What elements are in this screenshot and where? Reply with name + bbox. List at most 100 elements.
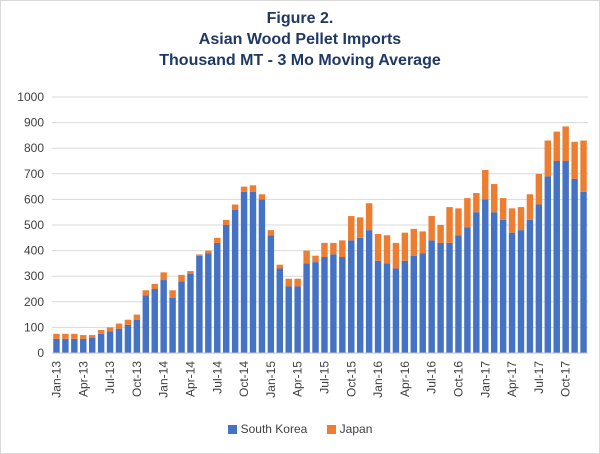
bar-south-korea-Feb-14: [169, 297, 176, 353]
bar-japan-Feb-14: [169, 290, 176, 298]
bar-south-korea-Nov-15: [356, 237, 364, 353]
bar-south-korea-Apr-17: [508, 232, 516, 353]
legend-label-south-korea: South Korea: [240, 422, 308, 436]
bar-south-korea-Jul-16: [428, 240, 435, 353]
bar-south-korea-Apr-14: [187, 273, 194, 353]
bar-south-korea-Jun-13: [97, 333, 105, 353]
bar-japan-Jan-17: [482, 169, 489, 200]
bar-south-korea-Sep-14: [231, 209, 239, 353]
bar-south-korea-Oct-14: [240, 191, 248, 353]
bar-south-korea-Aug-15: [330, 254, 337, 353]
x-tick-label-Apr-14: Apr-14: [183, 361, 197, 397]
y-tick-label-1000: 1000: [17, 90, 44, 104]
legend-label-japan: Japan: [339, 422, 373, 436]
bar-japan-Jul-14: [214, 237, 221, 243]
bar-south-korea-Oct-17: [562, 161, 569, 353]
bar-japan-Jun-15: [312, 255, 319, 263]
bar-japan-Oct-14: [240, 186, 248, 192]
bar-japan-Mar-14: [178, 274, 185, 282]
bar-south-korea-Dec-17: [580, 191, 587, 353]
bar-japan-Apr-14: [187, 271, 194, 274]
bar-japan-May-15: [303, 250, 310, 264]
bar-south-korea-Feb-13: [62, 338, 69, 353]
bar-japan-Jul-16: [428, 216, 435, 241]
bar-japan-Apr-16: [401, 232, 409, 261]
y-tick-label-0: 0: [37, 346, 44, 360]
bar-south-korea-Jan-16: [374, 260, 382, 353]
bar-japan-Dec-17: [580, 140, 587, 192]
bar-south-korea-Jun-15: [312, 262, 319, 353]
bar-japan-Jun-14: [205, 250, 212, 254]
bar-japan-Dec-16: [473, 193, 480, 213]
bar-japan-Nov-16: [464, 198, 471, 228]
bar-japan-Sep-17: [553, 131, 560, 161]
bar-south-korea-Dec-15: [365, 230, 373, 353]
legend-item-japan: Japan: [326, 422, 373, 436]
bar-japan-Mar-15: [285, 278, 292, 287]
bar-south-korea-Jul-14: [214, 242, 221, 353]
bar-japan-Aug-16: [437, 225, 444, 243]
bar-japan-Sep-14: [231, 204, 239, 210]
bar-japan-Nov-14: [249, 185, 257, 192]
chart-title-block: Figure 2. Asian Wood Pellet Imports Thou…: [0, 8, 600, 71]
bar-japan-Jan-14: [160, 272, 167, 281]
bar-south-korea-Oct-15: [348, 240, 355, 353]
bar-japan-Jan-16: [374, 233, 382, 261]
bar-south-korea-Jul-17: [535, 204, 543, 353]
bar-japan-Oct-13: [133, 314, 141, 320]
bar-south-korea-May-15: [303, 263, 310, 353]
bar-japan-Jun-17: [526, 194, 534, 220]
bar-south-korea-Jun-17: [526, 219, 534, 353]
bar-japan-Jun-16: [419, 231, 426, 254]
bar-japan-May-13: [88, 335, 96, 338]
bar-japan-Feb-15: [276, 264, 284, 269]
x-tick-label-Apr-17: Apr-17: [505, 361, 519, 397]
chart-title-line-1: Figure 2.: [266, 10, 334, 27]
x-tick-label-Jan-17: Jan-17: [478, 361, 492, 398]
bar-south-korea-Mar-13: [71, 338, 78, 353]
chart-title-line-3: Thousand MT - 3 Mo Moving Average: [159, 52, 441, 69]
bar-south-korea-Mar-17: [499, 219, 507, 353]
bar-japan-May-14: [196, 254, 203, 256]
bar-japan-Dec-13: [151, 283, 158, 289]
bar-south-korea-Jun-14: [205, 253, 212, 353]
bar-japan-Sep-16: [446, 207, 453, 243]
x-tick-label-Jan-13: Jan-13: [49, 361, 63, 398]
x-tick-label-Apr-15: Apr-15: [291, 361, 305, 397]
bar-south-korea-Mar-14: [178, 281, 185, 353]
bar-south-korea-Sep-15: [339, 257, 346, 353]
bar-south-korea-May-14: [196, 255, 203, 353]
bar-south-korea-Jun-16: [419, 253, 426, 353]
y-tick-label-200: 200: [24, 295, 44, 309]
bar-south-korea-Apr-13: [80, 338, 87, 353]
bar-japan-Sep-13: [124, 319, 132, 325]
bar-south-korea-Aug-14: [222, 225, 230, 353]
bar-south-korea-Nov-16: [464, 227, 471, 353]
bar-japan-Apr-15: [294, 278, 301, 287]
bar-japan-Aug-14: [222, 219, 230, 225]
y-tick-label-100: 100: [24, 320, 44, 334]
x-tick-label-Jan-16: Jan-16: [371, 361, 385, 398]
y-tick-label-300: 300: [24, 269, 44, 283]
bar-japan-Mar-13: [71, 333, 78, 339]
bar-japan-Jan-13: [53, 333, 60, 339]
bar-japan-Mar-16: [392, 242, 400, 269]
x-tick-label-Jul-14: Jul-14: [210, 361, 224, 394]
bar-south-korea-May-17: [517, 230, 525, 353]
legend: South Korea Japan: [0, 422, 600, 437]
bar-south-korea-Nov-17: [571, 178, 578, 353]
bar-japan-Apr-13: [80, 335, 87, 339]
bar-south-korea-Jan-15: [267, 235, 275, 353]
bar-japan-Jul-17: [535, 173, 543, 205]
bar-japan-Nov-15: [356, 217, 364, 238]
bar-south-korea-Jan-17: [482, 199, 489, 353]
bar-japan-Jan-15: [267, 230, 275, 236]
x-tick-label-Oct-13: Oct-13: [130, 361, 144, 397]
bar-japan-Jun-13: [97, 329, 105, 334]
bar-south-korea-Feb-15: [276, 268, 284, 353]
bar-south-korea-Jul-15: [321, 257, 328, 353]
bar-japan-Aug-13: [115, 323, 123, 329]
legend-swatch-japan: [326, 424, 336, 434]
bar-japan-May-16: [410, 228, 418, 256]
bar-japan-Oct-17: [562, 126, 569, 161]
